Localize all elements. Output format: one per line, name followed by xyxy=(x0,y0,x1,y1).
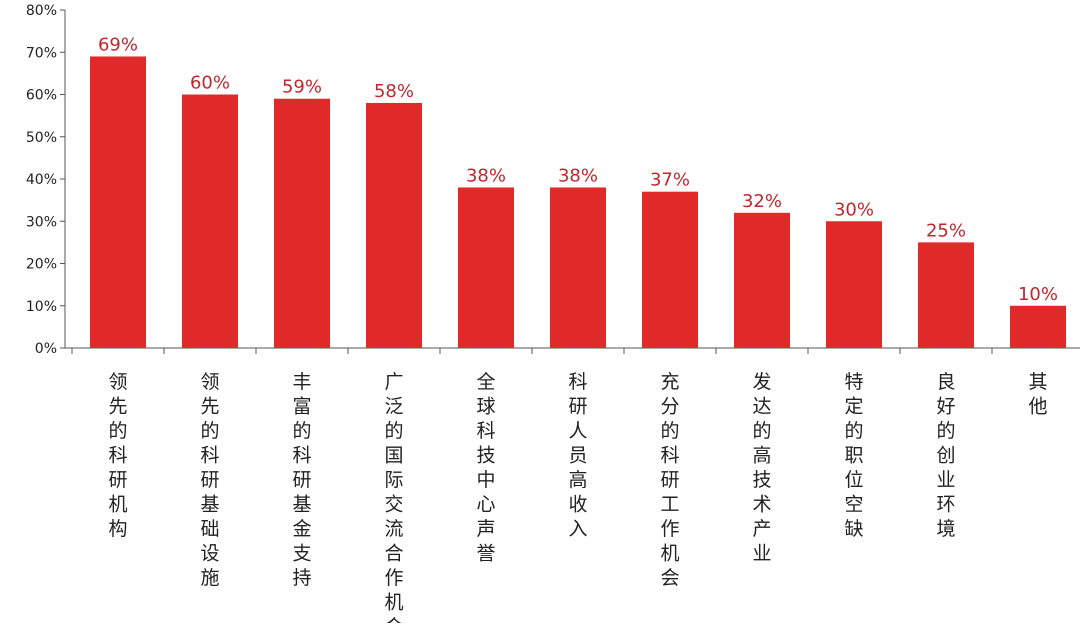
data-label: 30% xyxy=(834,199,874,220)
bar xyxy=(734,212,790,348)
category-label: 科研人员高收入 xyxy=(568,371,587,540)
y-tick-label: 40% xyxy=(26,172,57,188)
data-label: 37% xyxy=(650,170,690,191)
y-tick-label: 70% xyxy=(26,45,57,61)
y-tick-label: 80% xyxy=(26,3,57,19)
bar xyxy=(274,98,330,348)
bar xyxy=(458,187,514,348)
y-tick-label: 0% xyxy=(35,341,57,357)
data-label: 38% xyxy=(466,165,506,186)
data-label: 60% xyxy=(190,73,230,94)
category-label: 特定的职位空缺 xyxy=(844,371,863,540)
x-axis-ticks xyxy=(71,348,993,354)
y-tick-label: 30% xyxy=(26,214,57,230)
category-label: 广泛的国际交流合作机会 xyxy=(384,371,403,623)
data-label: 25% xyxy=(926,220,966,241)
data-label: 59% xyxy=(282,77,322,98)
bar xyxy=(1010,305,1066,348)
bar xyxy=(550,187,606,348)
y-tick-label: 20% xyxy=(26,257,57,273)
y-tick-label: 50% xyxy=(26,130,57,146)
bar xyxy=(826,221,882,348)
category-labels: 领先的科研机构 领先的科研基础设施 丰富的科研基金支持 广泛的国际交流合作机会 全球科技… xyxy=(108,371,1047,627)
category-label: 领先的科研机构 xyxy=(108,371,127,540)
data-label: 32% xyxy=(742,191,782,212)
category-label: 领先的科研基础设施 xyxy=(200,371,219,589)
y-tick-label: 60% xyxy=(26,88,57,104)
y-axis-ticks: 0% 10% 20% 30% 40% 50% 60% 70% 80% xyxy=(26,3,65,357)
category-label: 发达的高技术产业 xyxy=(752,371,771,565)
bar xyxy=(366,102,422,348)
bar-series xyxy=(90,56,1066,348)
category-label: 丰富的科研基金支持 xyxy=(292,371,311,589)
bar xyxy=(90,56,146,348)
bar xyxy=(182,94,238,348)
data-label: 58% xyxy=(374,81,414,102)
y-tick-label: 10% xyxy=(26,299,57,315)
category-label: 充分的科研工作机会 xyxy=(660,371,679,589)
data-label: 38% xyxy=(558,165,598,186)
category-label: 全球科技中心声誉 xyxy=(476,371,495,565)
category-label: 良好的创业环境 xyxy=(936,371,955,540)
data-label: 10% xyxy=(1018,284,1058,305)
data-label: 69% xyxy=(98,34,138,55)
bar xyxy=(642,191,698,348)
data-labels: 69% 60% 59% 58% 38% 38% 37% 32% 30% 25% 10% xyxy=(98,34,1058,304)
bar xyxy=(918,242,974,348)
category-label: 其他 xyxy=(1028,371,1047,418)
